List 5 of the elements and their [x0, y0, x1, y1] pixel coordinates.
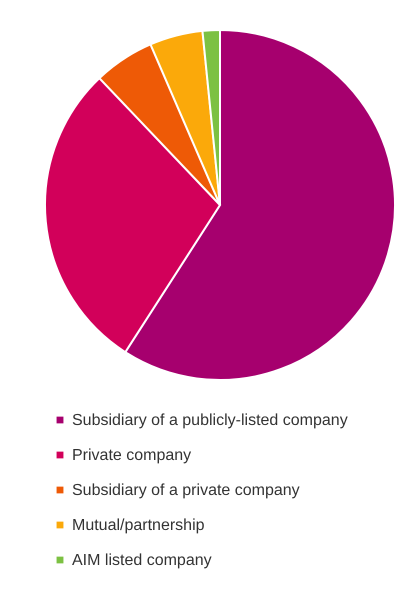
legend-label: Private company — [72, 447, 192, 464]
legend-label: AIM listed company — [72, 552, 212, 569]
legend-label: Subsidiary of a private company — [72, 482, 300, 499]
legend-label: Subsidiary of a publicly-listed company — [72, 412, 348, 429]
legend-label: Mutual/partnership — [72, 517, 205, 534]
